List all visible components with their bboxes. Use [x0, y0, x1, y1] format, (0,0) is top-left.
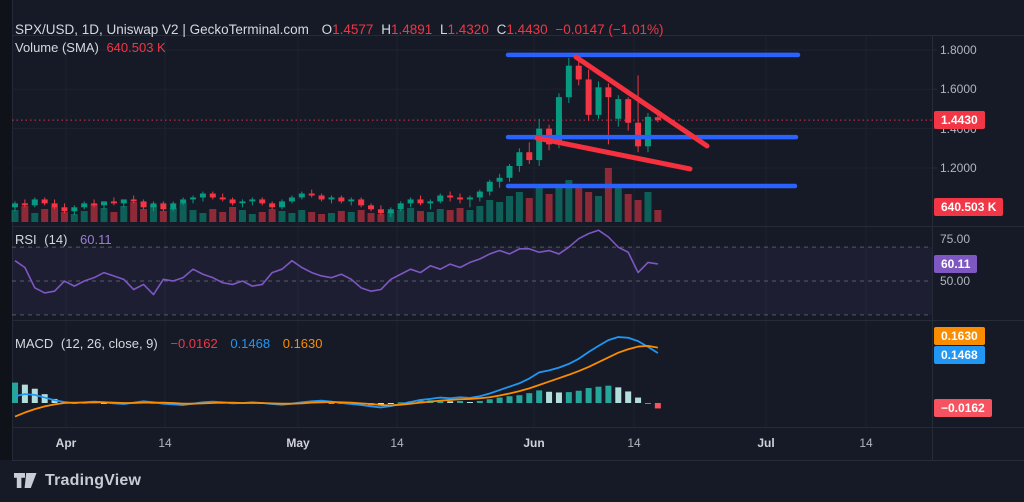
- rsi-line: [14, 229, 658, 296]
- change-value: −0.0147 (−1.01%): [555, 22, 664, 37]
- volume-badge: 640.503 K: [934, 198, 1004, 216]
- brand-text: TradingView: [45, 472, 142, 489]
- time-axis-label: Jul: [757, 436, 775, 450]
- rsi-axis-label: 75.00: [940, 231, 971, 246]
- open-value: 1.4577: [332, 22, 374, 37]
- rsi-axis-label: 50.00: [940, 274, 971, 289]
- time-axis-label: 14: [627, 436, 641, 450]
- rsi-value: 60.11: [80, 232, 112, 247]
- pane-borders: [12, 35, 1024, 461]
- time-axis[interactable]: Apr 14 May 14 Jun 14 Jul 14: [0, 436, 1024, 456]
- price-axis-label: 1.6000: [940, 82, 977, 97]
- volume-value: 640.503 K: [106, 40, 166, 55]
- symbol-title[interactable]: SPX/USD, 1D, Uniswap V2 | GeckoTerminal.…: [15, 22, 309, 37]
- volume-legend[interactable]: Volume (SMA) 640.503 K: [15, 40, 166, 55]
- time-axis-label: 14: [390, 436, 404, 450]
- rsi-pane: [12, 229, 932, 316]
- open-label: O: [321, 22, 333, 37]
- macd-line-badge: 0.1468: [934, 346, 985, 364]
- support-resistance-lines[interactable]: [505, 52, 801, 189]
- volume-layer: [11, 168, 662, 222]
- tradingview-logo-icon: [14, 473, 37, 488]
- macd-signal-value: 0.1630: [282, 336, 323, 351]
- close-label: C: [496, 22, 507, 37]
- low-value: 1.4320: [447, 22, 489, 37]
- footer-brand[interactable]: TradingView: [14, 472, 141, 490]
- macd-hist-value: −0.0162: [170, 336, 218, 351]
- macd-params: (12, 26, close, 9): [60, 336, 158, 351]
- macd-label: MACD: [15, 336, 54, 351]
- low-label: L: [440, 22, 448, 37]
- time-axis-label: May: [286, 436, 310, 450]
- rsi-badge: 60.11: [934, 255, 978, 273]
- candles-layer: [12, 53, 661, 218]
- symbol-legend[interactable]: SPX/USD, 1D, Uniswap V2 | GeckoTerminal.…: [15, 22, 664, 37]
- price-axis-label: 1.8000: [940, 42, 977, 57]
- macd-line-value: 0.1468: [230, 336, 271, 351]
- macd-hist-badge: −0.0162: [934, 399, 992, 417]
- last-price-badge: 1.4430: [934, 111, 985, 129]
- macd-signal-line: [14, 344, 659, 418]
- volume-label: Volume (SMA): [15, 40, 99, 55]
- high-value: 1.4891: [390, 22, 433, 37]
- grid-layer: [12, 35, 932, 427]
- macd-signal-badge: 0.1630: [934, 327, 985, 345]
- time-axis-label: 14: [859, 436, 873, 450]
- price-axis-label: 1.2000: [940, 160, 977, 175]
- macd-pane: [12, 336, 661, 418]
- macd-legend[interactable]: MACD (12, 26, close, 9) −0.0162 0.1468 0…: [15, 336, 323, 351]
- rsi-legend[interactable]: RSI (14) 60.11: [15, 232, 112, 247]
- time-axis-label: Jun: [523, 436, 545, 450]
- high-label: H: [381, 22, 391, 37]
- trendlines[interactable]: [534, 54, 710, 172]
- time-axis-label: 14: [158, 436, 172, 450]
- left-gutter: [0, 0, 13, 460]
- rsi-label: RSI: [15, 232, 37, 247]
- rsi-params: (14): [44, 232, 68, 247]
- close-value: 1.4430: [506, 22, 548, 37]
- time-axis-label: Apr: [55, 436, 77, 450]
